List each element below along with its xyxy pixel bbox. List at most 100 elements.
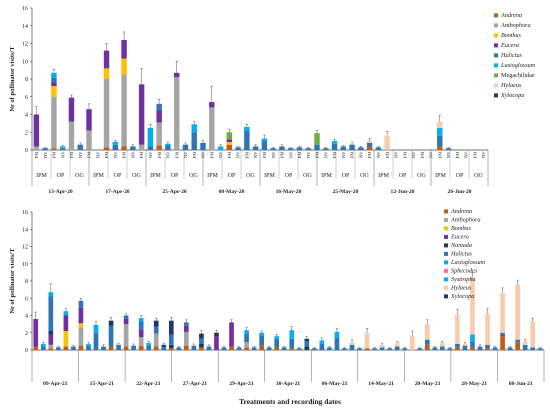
record-type-label: NV xyxy=(236,151,241,158)
bar-segment-halictus xyxy=(130,146,136,150)
legend-label: Eucera xyxy=(450,234,469,241)
bar-segment-andrena xyxy=(156,145,162,150)
treatment-label: IPM xyxy=(93,173,104,179)
record-type-label: NV xyxy=(148,151,153,158)
legend-label: Halictus xyxy=(500,52,523,59)
legend-label: Hylaeus xyxy=(500,82,522,89)
bar-segment-halictus xyxy=(455,343,460,348)
bar-segment-lasioglossum xyxy=(112,142,119,145)
y-axis-title: Nr of pollinator visits/T xyxy=(9,46,16,112)
legend-label: Anthophora xyxy=(450,217,481,224)
bar-segment-anthophora xyxy=(33,146,40,150)
bar-segment-lasioglossum xyxy=(59,146,66,149)
y-axis-title: Nr of pollinator visits/T xyxy=(9,248,16,314)
bar-segment-andrena xyxy=(229,346,234,350)
date-label: 09-Apr-21 xyxy=(43,381,68,387)
bar-segment-halictus xyxy=(437,135,443,147)
bar-segment-lasioglossum xyxy=(274,336,280,339)
bar-segment-andrena xyxy=(437,146,443,150)
record-type-label: NV xyxy=(271,151,276,158)
bar-segment-xylocopa xyxy=(214,332,219,337)
record-type-label: FM xyxy=(280,152,285,159)
y-tick-label: 4 xyxy=(25,113,28,119)
bar-segment-halictus xyxy=(530,347,536,350)
bar-segment-andrena xyxy=(424,344,430,350)
date-label: 20-May-21 xyxy=(415,381,441,387)
record-type-label: FM xyxy=(332,152,337,159)
bar-segment-halictus xyxy=(477,346,483,350)
bar-segment-halictus xyxy=(432,347,438,350)
chart-panel-2021: 0 2 4 6 8 10 12 14 16 Nr of pollinator visits/T 09… xyxy=(9,208,545,387)
bar-segment-anthophora xyxy=(48,344,54,349)
legend-label: Eucera xyxy=(500,42,519,49)
bar-segment-halictus xyxy=(274,338,280,348)
record-type-label: NV xyxy=(78,151,83,158)
record-type-label: NV xyxy=(95,151,100,158)
treatment-label: IPM xyxy=(321,173,332,179)
bar-segment-halictus xyxy=(349,344,355,350)
bar-segment-eucera xyxy=(48,334,54,345)
bar-segment-halictus xyxy=(287,148,294,150)
bar-segment-halictus xyxy=(424,339,430,345)
chart-panel-2020: 0 2 4 6 8 10 12 14 16 Nr of pollinator visits/T IP… xyxy=(9,6,536,195)
legend-swatch xyxy=(444,294,448,299)
bar-segment-hylaeus xyxy=(424,324,430,340)
bar-segment-halictus xyxy=(323,148,329,150)
bar-segment-megachilidae xyxy=(226,132,233,140)
bar-segment-lasioglossum xyxy=(470,334,475,342)
bar-segment-halictus xyxy=(93,332,99,350)
date-label: 12-Jun-20 xyxy=(391,189,415,195)
bar-segment-halictus xyxy=(42,148,48,150)
bar-segment-andrena xyxy=(184,345,189,350)
treatment-label: OP xyxy=(114,173,122,179)
bar-segment-halictus xyxy=(184,322,189,326)
bar-segment-halictus xyxy=(191,345,197,350)
bar-segment-hylaeus xyxy=(379,344,385,348)
bar-segment-hylaeus xyxy=(455,314,460,344)
bar-segment-lasioglossum xyxy=(147,127,154,147)
record-type-label: NV xyxy=(130,151,135,158)
date-label: 25-Apr-20 xyxy=(162,189,187,195)
bar-segment-eucera xyxy=(121,39,127,59)
bar-segment-hylaeus xyxy=(384,135,390,150)
bar-segment-nomada xyxy=(304,346,310,350)
record-type-label: NV xyxy=(341,151,346,158)
bar-segment-halictus xyxy=(305,148,311,150)
bar-segment-halictus xyxy=(485,344,490,349)
legend-swatch xyxy=(444,277,448,282)
treatment-label: IPM xyxy=(207,173,218,179)
legend-swatch xyxy=(494,43,498,48)
date-label: 28-May-21 xyxy=(461,381,487,387)
treatment-label: OP xyxy=(228,173,236,179)
bar-segment-halictus xyxy=(500,332,505,337)
bar-segment-andrena xyxy=(485,348,490,350)
bar-segment-xylocopa xyxy=(199,333,204,339)
bar-segment-halictus xyxy=(372,348,377,350)
y-tick-label: 14 xyxy=(22,227,28,233)
bar-segment-halictus xyxy=(86,345,91,350)
record-type-label: NV xyxy=(201,151,206,158)
legend-label: Bombus xyxy=(451,225,472,232)
bar-segment-eucera xyxy=(103,50,110,69)
bar-segment-anthophora xyxy=(173,77,180,150)
legend-label: Lasioglossum xyxy=(500,62,536,69)
bar-segment-halictus xyxy=(56,347,61,350)
record-type-label: FM xyxy=(122,152,127,159)
bar-segment-hylaeus xyxy=(349,342,355,345)
bar-segment-andrena xyxy=(168,348,174,350)
bar-segment-bombus xyxy=(51,86,57,97)
record-type-label: NV xyxy=(218,151,223,158)
bar-segment-lasioglossum xyxy=(331,141,338,144)
bar-segment-lasioglossum xyxy=(165,143,171,146)
record-type-label: NV xyxy=(376,151,381,158)
record-type-label: FM xyxy=(297,152,302,159)
date-label: 22-Apr-21 xyxy=(136,381,161,387)
record-type-label: FM xyxy=(174,152,179,159)
bar-segment-halictus xyxy=(236,347,242,350)
date-label: 15-Apr-21 xyxy=(90,381,115,387)
bar-segment-halictus xyxy=(445,148,452,150)
bar-segment-halictus xyxy=(77,144,83,150)
record-type-label: FM xyxy=(209,152,214,159)
bar-segment-lasioglossum xyxy=(63,311,69,316)
record-type-label: FM xyxy=(315,152,320,159)
